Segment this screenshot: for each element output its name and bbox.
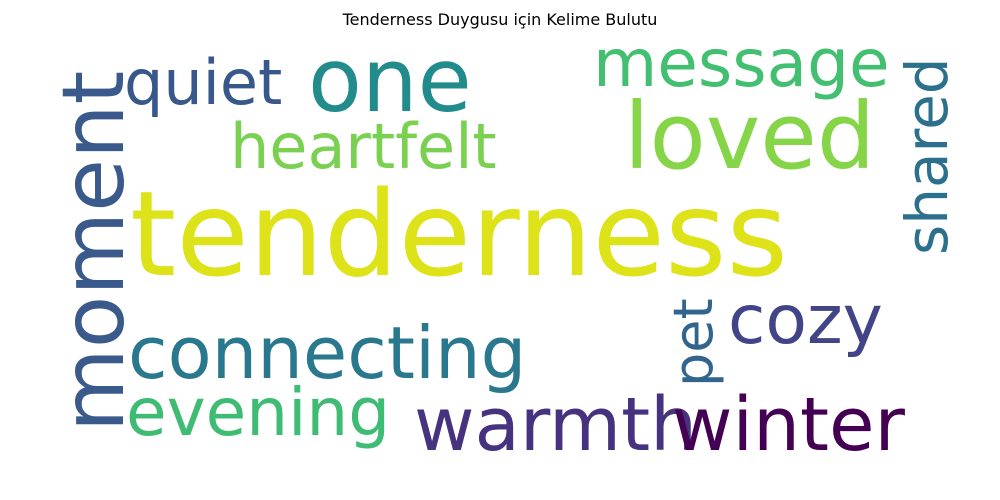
word-tenderness: tenderness	[130, 165, 788, 303]
word-evening: evening	[126, 374, 390, 451]
word-warmth: warmth	[414, 382, 697, 468]
word-message: message	[593, 25, 890, 102]
word-one: one	[308, 29, 472, 132]
word-shared: shared	[893, 57, 961, 255]
word-heartfelt: heartfelt	[230, 110, 497, 183]
word-quiet: quiet	[124, 46, 282, 119]
word-connecting: connecting	[128, 311, 526, 395]
chart-title: Tenderness Duygusu için Kelime Bulutu	[342, 10, 658, 29]
word-moment: moment	[44, 71, 144, 432]
word-cozy: cozy	[728, 281, 883, 360]
word-winter: winter	[672, 382, 906, 468]
word-loved: loved	[624, 83, 875, 190]
word-pet: pet	[662, 298, 725, 387]
